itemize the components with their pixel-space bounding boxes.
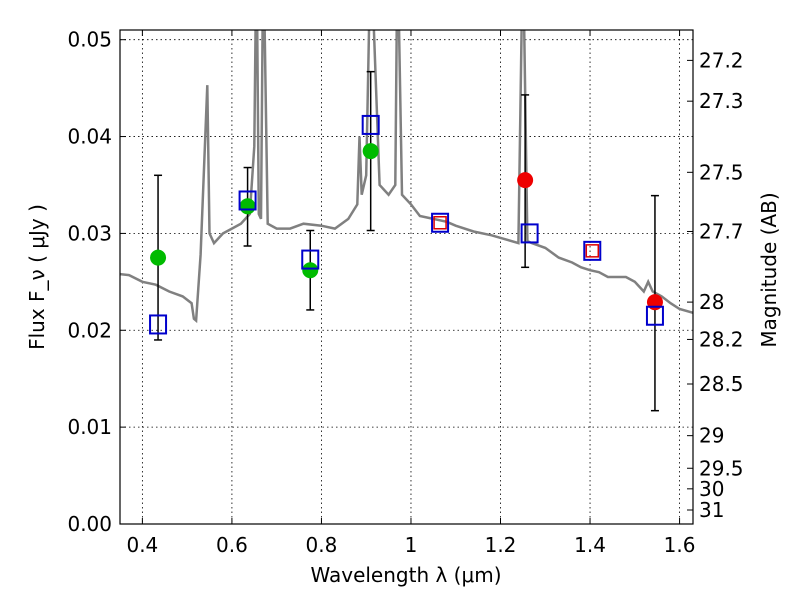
plot-area xyxy=(120,30,693,412)
mag-tick-label: 31 xyxy=(699,498,724,522)
y-tick-label: 0.03 xyxy=(67,221,112,245)
y-tick-label: 0.05 xyxy=(67,28,112,52)
x-tick-label: 1 xyxy=(405,533,418,557)
observed-point-green xyxy=(362,143,379,160)
tick-layer: 0.4 0.6 0.8 1 1.2 1.4 1.6 0.00 0.01 0.02 0.03 0.04 0… xyxy=(67,28,743,557)
mag-tick-label: 30 xyxy=(699,477,724,501)
model-square xyxy=(583,240,602,261)
mag-tick-label: 27.7 xyxy=(699,219,744,243)
marker-layer xyxy=(149,114,664,335)
mag-tick-label: 29 xyxy=(699,424,724,448)
model-square xyxy=(301,249,320,270)
mag-tick-label: 28 xyxy=(699,290,724,314)
grid-layer xyxy=(120,30,693,525)
model-square xyxy=(361,114,380,135)
x-axis-label: Wavelength λ (μm) xyxy=(310,563,501,587)
mag-tick-label: 27.5 xyxy=(699,160,744,184)
model-square xyxy=(149,314,168,335)
y-tick-label: 0.02 xyxy=(67,318,112,342)
x-tick-label: 1.2 xyxy=(485,533,517,557)
model-square-red xyxy=(585,244,600,258)
observed-point-green xyxy=(302,262,319,279)
observed-point-red xyxy=(517,172,534,189)
model-square-red xyxy=(433,216,447,230)
y-tick-label: 0.04 xyxy=(67,125,112,149)
x-tick-label: 0.8 xyxy=(306,533,338,557)
model-square xyxy=(645,305,664,326)
mag-tick-label: 27.2 xyxy=(699,48,744,72)
right-axis-label: Magnitude (AB) xyxy=(757,192,781,347)
observed-point-red xyxy=(646,294,663,311)
x-tick-label: 0.4 xyxy=(126,533,158,557)
mag-tick-label: 27.3 xyxy=(699,89,744,113)
mag-tick-label: 28.5 xyxy=(699,372,744,396)
plot-frame xyxy=(119,29,694,525)
model-square xyxy=(238,190,257,211)
y-tick-label: 0.00 xyxy=(67,512,112,536)
observed-point-green xyxy=(239,198,256,215)
errorbar-layer xyxy=(154,70,659,412)
y-axis-label: Flux F_ν ( μJy ) xyxy=(25,204,49,350)
template-spectrum-line xyxy=(120,30,693,324)
mag-tick-label: 29.5 xyxy=(699,456,744,480)
y-tick-label: 0.01 xyxy=(67,415,112,439)
x-tick-label: 1.6 xyxy=(664,533,696,557)
model-square xyxy=(431,212,450,233)
x-tick-label: 1.4 xyxy=(574,533,606,557)
observed-point-green xyxy=(150,249,167,266)
model-square xyxy=(520,223,539,244)
mag-tick-label: 28.2 xyxy=(699,327,744,351)
x-tick-label: 0.6 xyxy=(216,533,248,557)
